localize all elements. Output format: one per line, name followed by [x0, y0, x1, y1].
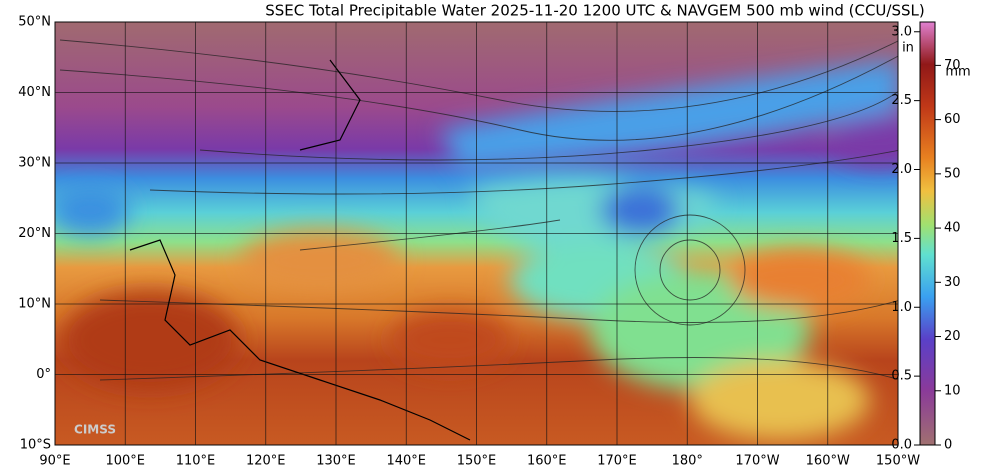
lat-label: 40°N: [18, 85, 51, 100]
lon-label: 150°E: [457, 454, 497, 469]
mm-tick-label: 60: [944, 112, 961, 127]
lon-label: 170°W: [735, 454, 779, 469]
lon-label: 160°W: [806, 454, 850, 469]
in-tick-label: 3.0: [891, 24, 912, 39]
lon-label: 150°W: [876, 454, 920, 469]
in-tick-label: 1.0: [891, 300, 912, 315]
in-tick-label: 1.5: [891, 231, 912, 246]
in-tick-label: 0.0: [891, 438, 912, 453]
lat-label: 30°N: [18, 156, 51, 171]
lat-label: 20°N: [18, 226, 51, 241]
in-tick-label: 2.5: [891, 93, 912, 108]
lon-label: 180°: [672, 454, 703, 469]
title: SSEC Total Precipitable Water 2025-11-20…: [265, 2, 924, 20]
lon-label: 140°E: [386, 454, 426, 469]
mm-tick-label: 40: [944, 221, 961, 236]
logo-text: CIMSS: [74, 423, 116, 437]
colorbar: [919, 21, 936, 446]
lon-label: 170°E: [597, 454, 637, 469]
lon-label: 130°E: [316, 454, 356, 469]
mm-tick-label: 30: [944, 275, 961, 290]
lon-label: 90°E: [39, 454, 70, 469]
unit-in: in: [902, 41, 914, 56]
mm-tick-label: 10: [944, 383, 961, 398]
in-tick-label: 0.5: [891, 369, 912, 384]
lat-label: 0°: [36, 367, 51, 382]
mm-tick-label: 50: [944, 166, 961, 181]
mm-tick-label: 70: [944, 58, 961, 73]
mm-tick-label: 20: [944, 329, 961, 344]
lon-label: 160°E: [527, 454, 567, 469]
lon-label: 110°E: [176, 454, 216, 469]
lon-label: 100°E: [105, 454, 145, 469]
lon-label: 120°E: [246, 454, 286, 469]
in-tick-label: 2.0: [891, 162, 912, 177]
lat-label: 10°S: [20, 438, 51, 453]
lat-label: 50°N: [18, 15, 51, 30]
lat-label: 10°N: [18, 297, 51, 312]
unit-mm: mm: [945, 65, 970, 80]
mm-tick-label: 0: [944, 438, 952, 453]
